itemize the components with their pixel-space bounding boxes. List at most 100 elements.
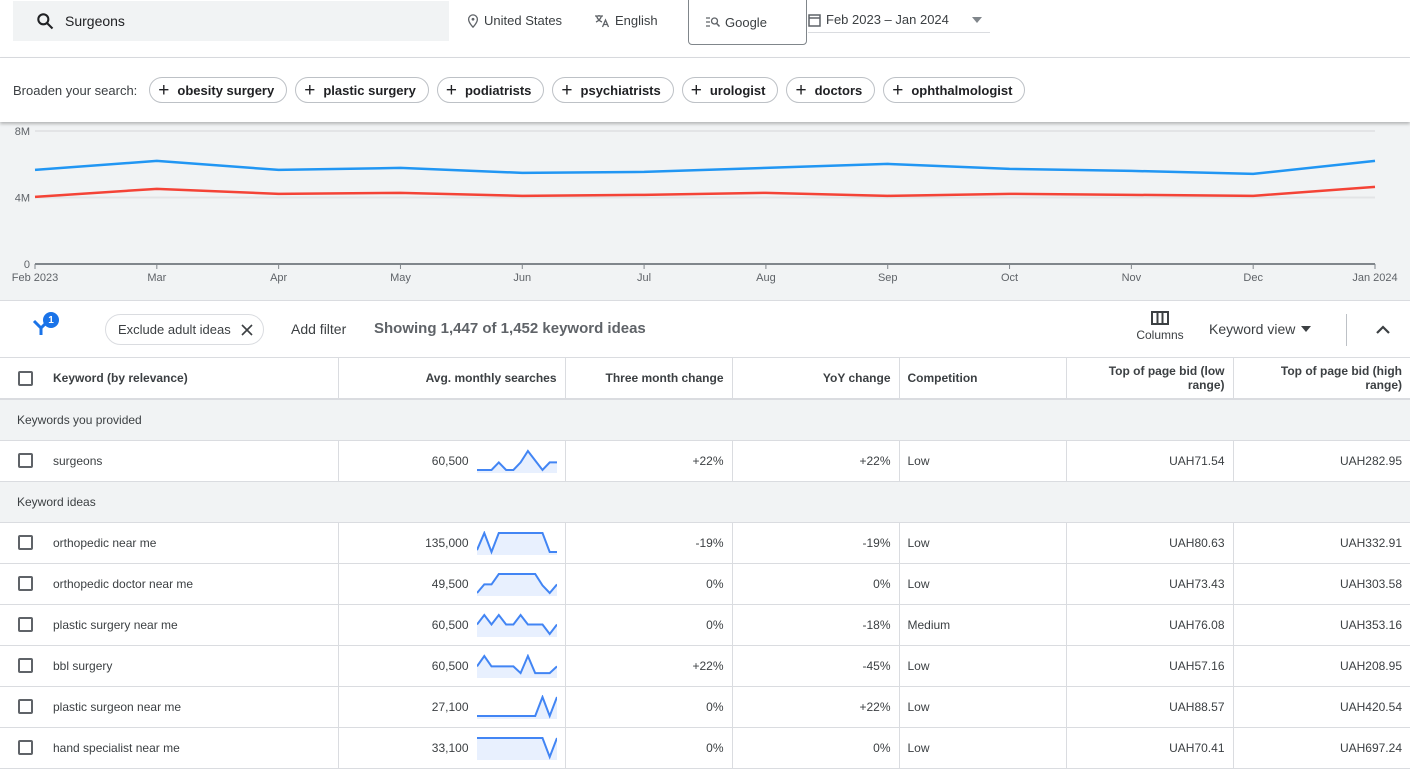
three-month-change-cell: 0% bbox=[564, 686, 732, 728]
plus-icon: + bbox=[690, 79, 702, 101]
competition-cell: Low bbox=[898, 727, 1066, 769]
sparkline-line bbox=[476, 448, 557, 472]
row-checkbox[interactable] bbox=[18, 617, 33, 632]
close-icon[interactable] bbox=[241, 323, 253, 336]
table-header: Keyword (by relevance) Avg. monthly sear… bbox=[0, 358, 1410, 400]
table-row[interactable]: orthopedic near me 135,000 -19% -19% Low UAH8… bbox=[0, 522, 1410, 564]
header-competition[interactable]: Competition bbox=[898, 358, 1066, 400]
header-keyword[interactable]: Keyword (by relevance) bbox=[53, 371, 188, 385]
columns-label: Columns bbox=[1136, 328, 1184, 342]
filter-chip[interactable]: Exclude adult ideas bbox=[105, 314, 264, 345]
sparkline-line bbox=[476, 530, 557, 555]
bid-low-cell: UAH71.54 bbox=[1065, 440, 1233, 482]
keyword-cell: bbl surgery bbox=[53, 658, 113, 673]
chip-label: plastic surgery bbox=[323, 82, 416, 98]
avg-searches-column: 33,100 bbox=[337, 727, 565, 769]
header-bid-low[interactable]: Top of page bid (low range) bbox=[1065, 358, 1233, 400]
competition-cell: Low bbox=[898, 563, 1066, 605]
chevron-up-icon[interactable] bbox=[1375, 322, 1391, 338]
header-three-month-change[interactable]: Three month change bbox=[564, 358, 732, 400]
x-tick-label: Mar bbox=[147, 272, 166, 284]
three-month-change-cell: 0% bbox=[564, 727, 732, 769]
location-selector[interactable]: United States bbox=[467, 13, 562, 28]
broaden-chip[interactable]: + podiatrists bbox=[436, 77, 545, 103]
row-checkbox[interactable] bbox=[18, 535, 33, 550]
top-bar: Surgeons United States English Google Fe… bbox=[0, 0, 1410, 58]
plus-icon: + bbox=[158, 79, 170, 101]
bid-low-cell: UAH76.08 bbox=[1065, 604, 1233, 646]
columns-button[interactable]: Columns bbox=[1134, 311, 1186, 342]
group-label: Keywords you provided bbox=[0, 399, 1410, 441]
row-checkbox[interactable] bbox=[18, 740, 33, 755]
broaden-chip[interactable]: + ophthalmologist bbox=[883, 77, 1026, 103]
table-row[interactable]: plastic surgeon near me 27,100 0% +22% Low UA… bbox=[0, 686, 1410, 728]
keyword-view-dropdown[interactable]: Keyword view bbox=[1209, 321, 1312, 337]
bid-high-cell: UAH282.95 bbox=[1232, 440, 1410, 482]
header-yoy-change[interactable]: YoY change bbox=[731, 358, 899, 400]
table-row[interactable]: hand specialist near me 33,100 0% 0% Low UAH7… bbox=[0, 727, 1410, 769]
keyword-column: plastic surgery near me bbox=[0, 604, 338, 646]
plus-icon: + bbox=[304, 79, 316, 101]
row-checkbox[interactable] bbox=[18, 576, 33, 591]
trend-sparkline bbox=[476, 612, 557, 637]
x-tick-label: Apr bbox=[270, 272, 287, 284]
sparkline-area bbox=[476, 737, 557, 760]
sparkline-line bbox=[476, 736, 557, 760]
add-filter-button[interactable]: Add filter bbox=[291, 321, 347, 337]
avg-searches-column: 49,500 bbox=[337, 563, 565, 605]
network-selector[interactable]: Google bbox=[688, 0, 807, 45]
header-bid-high[interactable]: Top of page bid (high range) bbox=[1232, 358, 1410, 400]
yoy-change-cell: -19% bbox=[731, 522, 899, 564]
table-row[interactable]: bbl surgery 60,500 +22% -45% Low UAH57.16 UAH2… bbox=[0, 645, 1410, 687]
keyword-column: plastic surgeon near me bbox=[0, 686, 338, 728]
trend-chart: 0 4M 8M Feb 2023 Mar Apr May Jun Jul Aug Sep Oct Nov… bbox=[0, 122, 1410, 300]
row-checkbox[interactable] bbox=[18, 658, 33, 673]
row-checkbox[interactable] bbox=[18, 453, 33, 468]
broaden-chip[interactable]: + urologist bbox=[681, 77, 779, 103]
avg-searches-cell: 60,500 bbox=[431, 453, 469, 468]
three-month-change-cell: 0% bbox=[564, 604, 732, 646]
table-row[interactable]: surgeons 60,500 +22% +22% Low UAH71.54 UAH282.… bbox=[0, 440, 1410, 482]
keyword-column: bbl surgery bbox=[0, 645, 338, 687]
header-avg-monthly-searches[interactable]: Avg. monthly searches bbox=[337, 358, 565, 400]
keyword-cell: orthopedic near me bbox=[53, 535, 157, 550]
sparkline-line bbox=[476, 612, 557, 636]
table-row[interactable]: orthopedic doctor near me 49,500 0% 0% Low UA… bbox=[0, 563, 1410, 605]
sparkline-area bbox=[476, 655, 557, 678]
keyword-column: hand specialist near me bbox=[0, 727, 338, 769]
search-input[interactable]: Surgeons bbox=[13, 1, 449, 41]
broaden-chip[interactable]: + obesity surgery bbox=[149, 77, 288, 103]
language-selector[interactable]: English bbox=[594, 13, 658, 28]
select-all-checkbox[interactable] bbox=[18, 370, 33, 386]
plus-icon: + bbox=[561, 79, 573, 101]
search-value: Surgeons bbox=[65, 13, 125, 29]
keyword-view-label: Keyword view bbox=[1209, 321, 1296, 337]
x-tick-label: May bbox=[390, 272, 411, 284]
results-count: Showing 1,447 of 1,452 keyword ideas bbox=[374, 320, 646, 337]
broaden-chip[interactable]: + doctors bbox=[786, 77, 876, 103]
avg-searches-cell: 49,500 bbox=[431, 576, 469, 591]
avg-searches-column: 60,500 bbox=[337, 645, 565, 687]
avg-searches-cell: 60,500 bbox=[431, 617, 469, 632]
row-checkbox[interactable] bbox=[18, 699, 33, 714]
header-keyword-cell: Keyword (by relevance) bbox=[0, 358, 338, 400]
broaden-chip[interactable]: + plastic surgery bbox=[295, 77, 429, 103]
keyword-cell: orthopedic doctor near me bbox=[53, 576, 194, 591]
group-label: Keyword ideas bbox=[0, 481, 1410, 523]
date-range-selector[interactable]: Feb 2023 – Jan 2024 bbox=[808, 7, 990, 33]
yoy-change-cell: -18% bbox=[731, 604, 899, 646]
avg-searches-column: 27,100 bbox=[337, 686, 565, 728]
y-tick-label: 0 bbox=[24, 259, 30, 271]
series-line-0 bbox=[34, 159, 1376, 176]
broaden-chip[interactable]: + psychiatrists bbox=[552, 77, 674, 103]
x-tick-label: Nov bbox=[1122, 272, 1142, 284]
avg-searches-column: 60,500 bbox=[337, 604, 565, 646]
dropdown-arrow-icon bbox=[1301, 326, 1312, 332]
bid-high-cell: UAH353.16 bbox=[1232, 604, 1410, 646]
broaden-search-bar: Broaden your search: + obesity surgery + pl… bbox=[0, 58, 1410, 122]
chip-label: urologist bbox=[709, 82, 766, 98]
trend-sparkline bbox=[476, 530, 557, 555]
x-tick-label: Aug bbox=[756, 272, 776, 284]
x-tick-label: Dec bbox=[1243, 272, 1263, 284]
table-row[interactable]: plastic surgery near me 60,500 0% -18% Mediu… bbox=[0, 604, 1410, 646]
